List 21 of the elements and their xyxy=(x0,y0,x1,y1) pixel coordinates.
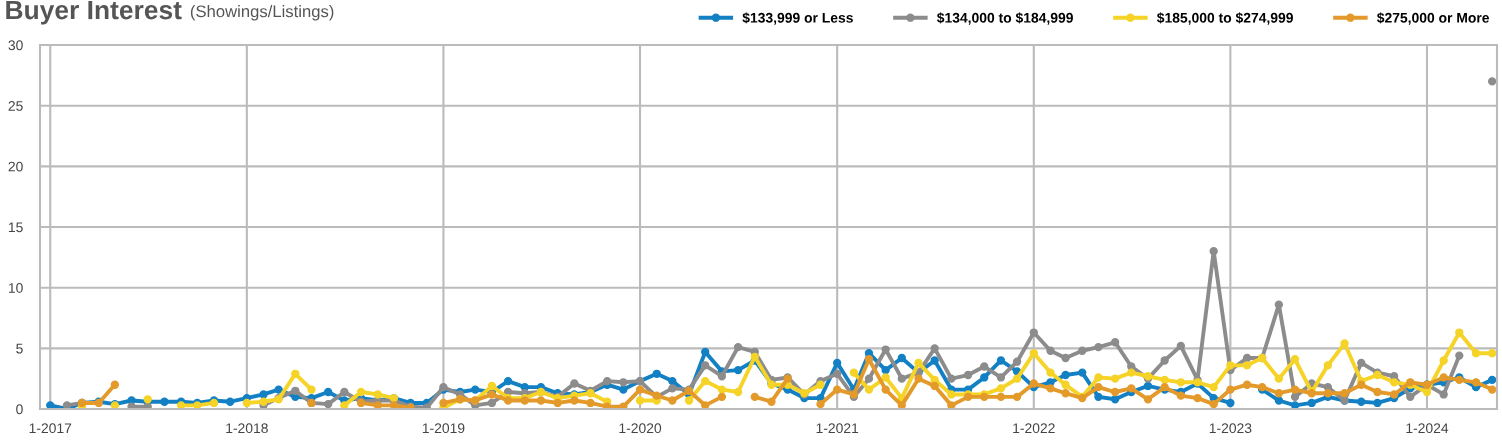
x-tick-label: 1-2021 xyxy=(816,423,859,434)
y-tick-label: 20 xyxy=(8,161,23,172)
y-tick-label: 5 xyxy=(16,343,23,354)
x-tick-label: 1-2022 xyxy=(1013,423,1055,434)
legend-label: $275,000 or More xyxy=(1376,12,1490,25)
y-tick-label: 30 xyxy=(8,40,23,51)
chart-title: Buyer Interest xyxy=(6,0,182,25)
y-tick-label: 10 xyxy=(8,283,23,293)
legend-label: $134,000 to $184,999 xyxy=(936,12,1073,25)
y-tick-label: 15 xyxy=(8,222,23,233)
y-tick-label: 25 xyxy=(8,101,23,111)
legend-label: $133,999 or Less xyxy=(742,12,853,25)
x-tick-label: 1-2018 xyxy=(226,423,268,434)
x-tick-label: 1-2024 xyxy=(1406,423,1449,434)
legend-label: $185,000 to $274,999 xyxy=(1156,12,1293,25)
x-tick-label: 1-2017 xyxy=(29,423,72,434)
y-tick-label: 0 xyxy=(16,404,23,415)
x-tick-label: 1-2020 xyxy=(619,423,662,434)
chart-subtitle: (Showings/Listings) xyxy=(190,5,334,21)
x-tick-label: 1-2019 xyxy=(422,423,465,434)
x-tick-label: 1-2023 xyxy=(1209,423,1252,434)
